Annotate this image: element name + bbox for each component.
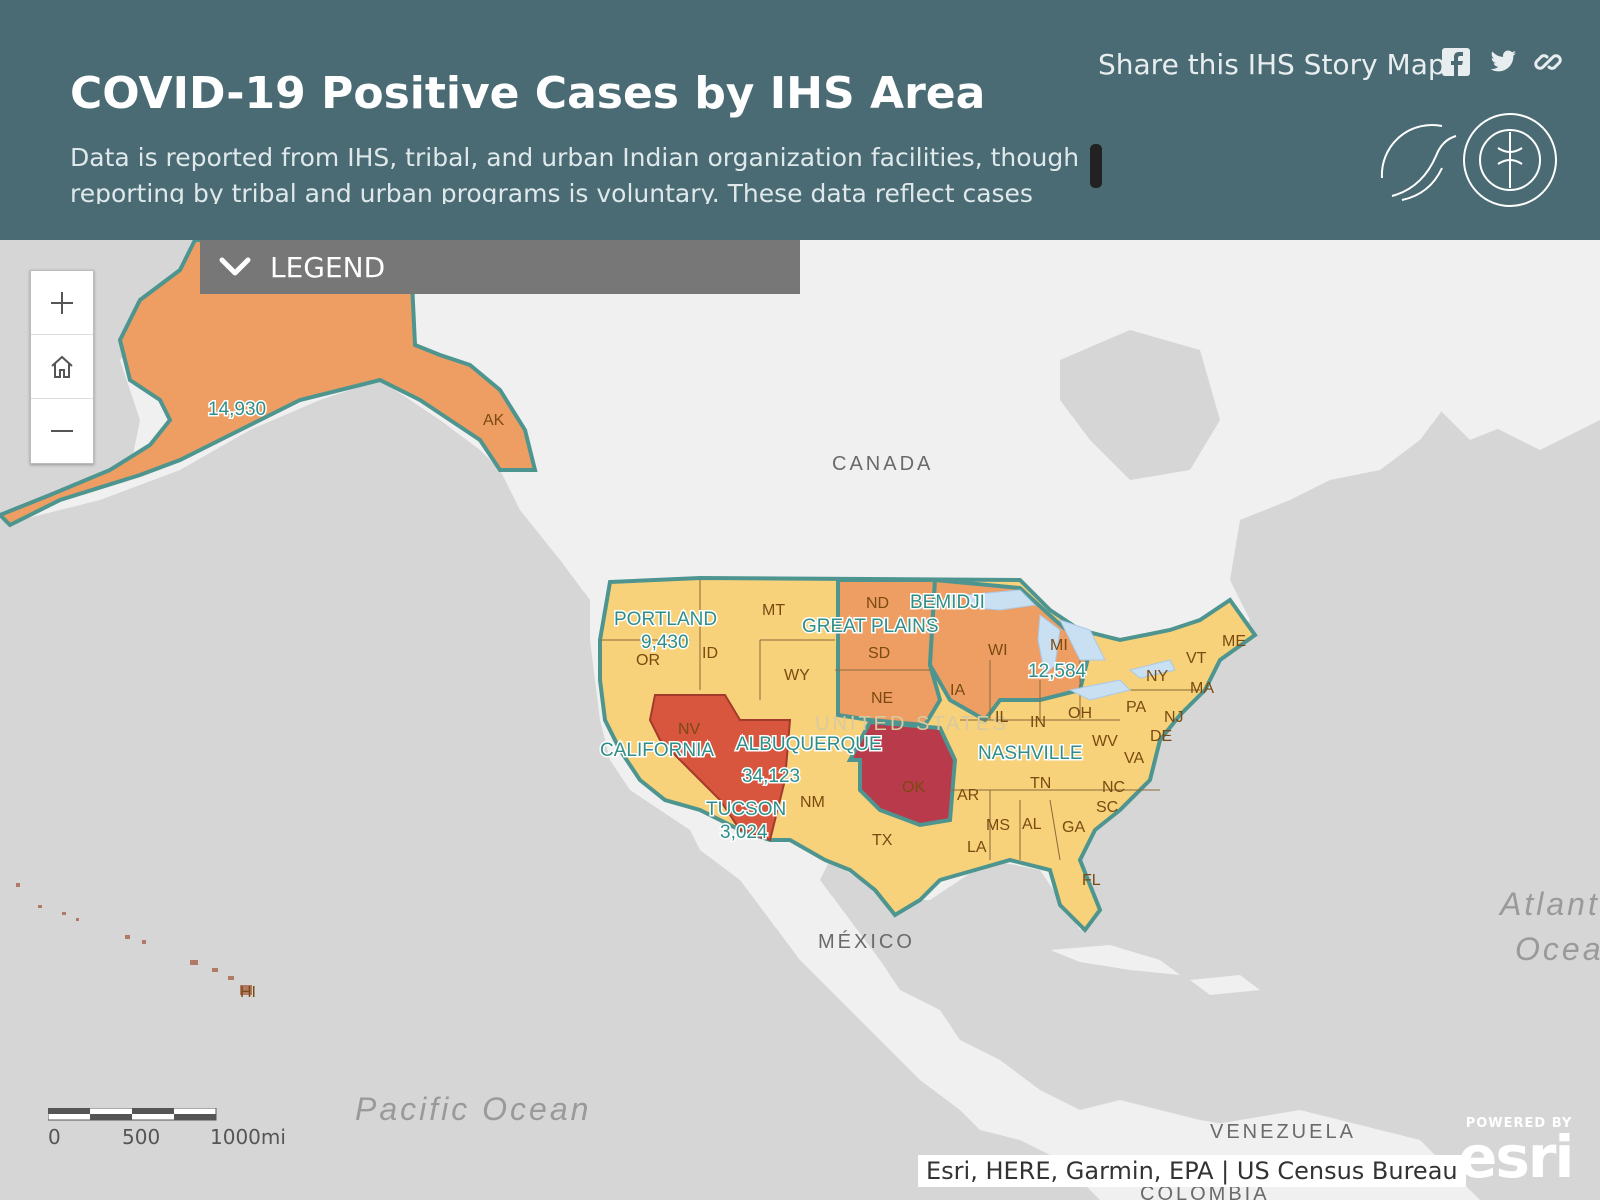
state-label: NV bbox=[678, 721, 701, 738]
state-label: MS bbox=[986, 817, 1010, 834]
area-label-bemidji: BEMIDJI bbox=[910, 592, 985, 613]
basemap-label-ocean: Ocean bbox=[1515, 931, 1600, 967]
greenland bbox=[1380, 240, 1600, 440]
area-label-california: CALIFORNIA bbox=[600, 740, 714, 761]
area-cases-albuquerque: 34,123 bbox=[742, 766, 800, 787]
area-label-portland: PORTLAND bbox=[614, 609, 717, 630]
hawaii-islands bbox=[16, 883, 252, 995]
scale-label: 1000mi bbox=[210, 1125, 286, 1149]
share-icons bbox=[1440, 46, 1564, 78]
area-cases-portland: 9,430 bbox=[641, 632, 689, 653]
area-cases-bemidji: 12,584 bbox=[1028, 661, 1087, 682]
cuba bbox=[1050, 945, 1180, 975]
chevron-down-icon[interactable] bbox=[200, 240, 270, 294]
state-label: PA bbox=[1126, 699, 1146, 716]
share-label: Share this IHS Story Map bbox=[1098, 48, 1446, 81]
basemap-label-canada: CANADA bbox=[832, 453, 933, 475]
esri-wordmark: esri bbox=[1458, 1123, 1574, 1191]
state-label: AL bbox=[1022, 816, 1042, 833]
state-borders bbox=[600, 580, 1200, 861]
state-label: OH bbox=[1068, 705, 1092, 722]
legend-label: LEGEND bbox=[270, 250, 386, 284]
zoom-out-icon bbox=[51, 429, 73, 432]
page-description[interactable]: Data is reported from IHS, tribal, and u… bbox=[70, 143, 1080, 204]
area-cases-alaska: 14,930 bbox=[208, 399, 266, 420]
state-label: WY bbox=[784, 667, 810, 684]
zoom-out-button[interactable] bbox=[31, 399, 93, 462]
state-label: MA bbox=[1190, 680, 1214, 697]
state-labels: AK HI MT ND SD NE WY ID OR NV IA WI MI I… bbox=[240, 412, 1246, 1001]
state-label: MI bbox=[1050, 637, 1068, 654]
state-label: IL bbox=[995, 709, 1008, 726]
state-label: MT bbox=[762, 602, 785, 619]
state-label: NJ bbox=[1164, 709, 1184, 726]
nevada-tucson-region[interactable] bbox=[648, 694, 792, 842]
state-label: WI bbox=[988, 642, 1008, 659]
scale-label: 500 bbox=[122, 1125, 161, 1149]
state-label: SD bbox=[868, 645, 890, 662]
powered-by-label: POWERED BY bbox=[1465, 1116, 1573, 1131]
state-label: SC bbox=[1096, 799, 1118, 816]
page-title: COVID-19 Positive Cases by IHS Area bbox=[70, 68, 986, 119]
state-label: GA bbox=[1062, 819, 1085, 836]
basemap-label-pacific-ocean: Pacific Ocean bbox=[355, 1091, 591, 1127]
state-label: VA bbox=[1124, 750, 1144, 767]
zoom-in-icon bbox=[51, 291, 73, 314]
state-label: VT bbox=[1186, 650, 1207, 667]
app-header: COVID-19 Positive Cases by IHS Area Data… bbox=[0, 0, 1600, 240]
state-label: FL bbox=[1082, 872, 1101, 889]
ihs-seal-logo bbox=[1362, 108, 1562, 218]
basemap-label-colombia: COLOMBIA bbox=[1140, 1183, 1270, 1200]
hudson-bay bbox=[1060, 330, 1220, 480]
description-scrollbar[interactable] bbox=[1090, 144, 1102, 188]
state-label: TN bbox=[1030, 775, 1051, 792]
esri-logo[interactable]: POWERED BY esri bbox=[1458, 1116, 1574, 1191]
area-label-albuquerque: ALBUQUERQUE bbox=[736, 734, 882, 755]
basemap-label-mexico: MÉXICO bbox=[818, 930, 915, 953]
map-attribution[interactable]: Esri, HERE, Garmin, EPA | US Census Bure… bbox=[918, 1155, 1466, 1187]
legend-toggle[interactable]: LEGEND bbox=[200, 240, 800, 294]
state-label: DE bbox=[1150, 728, 1172, 745]
basemap-label-venezuela: VENEZUELA bbox=[1210, 1121, 1356, 1143]
home-icon bbox=[51, 355, 73, 378]
area-label-great-plains: GREAT PLAINS bbox=[802, 616, 939, 637]
state-label: ND bbox=[866, 595, 889, 612]
state-label: AK bbox=[483, 412, 505, 429]
state-label: ME bbox=[1222, 633, 1246, 650]
basemap-label-atlantic: Atlantic bbox=[1498, 886, 1600, 922]
map-view[interactable]: CANADA MÉXICO UNITED STATES VENEZUELA CO… bbox=[0, 240, 1600, 1200]
state-label: AR bbox=[957, 787, 979, 804]
oklahoma-region[interactable] bbox=[846, 719, 958, 828]
state-label: NM bbox=[800, 794, 825, 811]
basemap: CANADA MÉXICO UNITED STATES VENEZUELA CO… bbox=[0, 240, 1600, 1200]
state-label: IN bbox=[1030, 714, 1046, 731]
state-label: TX bbox=[872, 832, 893, 849]
facebook-icon[interactable] bbox=[1440, 46, 1472, 78]
area-label-nashville: NASHVILLE bbox=[978, 743, 1083, 764]
state-label: OR bbox=[636, 652, 660, 669]
link-icon[interactable] bbox=[1532, 46, 1564, 78]
hispaniola bbox=[1190, 975, 1260, 995]
state-label: IA bbox=[950, 682, 965, 699]
state-label: NE bbox=[871, 690, 893, 707]
state-label: OK bbox=[902, 779, 925, 796]
area-cases-tucson: 3,024 bbox=[720, 822, 768, 843]
state-label: HI bbox=[240, 984, 256, 1001]
home-button[interactable] bbox=[31, 335, 93, 399]
area-label-tucson: TUCSON bbox=[706, 799, 786, 820]
basemap-label-united-states: UNITED STATES bbox=[815, 713, 1009, 735]
state-label: LA bbox=[967, 839, 987, 856]
alaska-area-region[interactable] bbox=[0, 240, 538, 528]
great-lakes bbox=[964, 589, 1176, 701]
state-label: NC bbox=[1102, 779, 1125, 796]
state-label: NY bbox=[1146, 668, 1169, 685]
scale-label: 0 bbox=[48, 1125, 61, 1149]
state-label: WV bbox=[1092, 733, 1118, 750]
twitter-icon[interactable] bbox=[1486, 46, 1518, 78]
zoom-in-button[interactable] bbox=[31, 271, 93, 335]
state-label: ID bbox=[702, 645, 718, 662]
area-labels: PORTLAND 9,430 GREAT PLAINS BEMIDJI 12,5… bbox=[207, 398, 1089, 845]
scale-bar: 0 500 1000mi bbox=[47, 1107, 286, 1149]
zoom-controls bbox=[30, 270, 94, 464]
